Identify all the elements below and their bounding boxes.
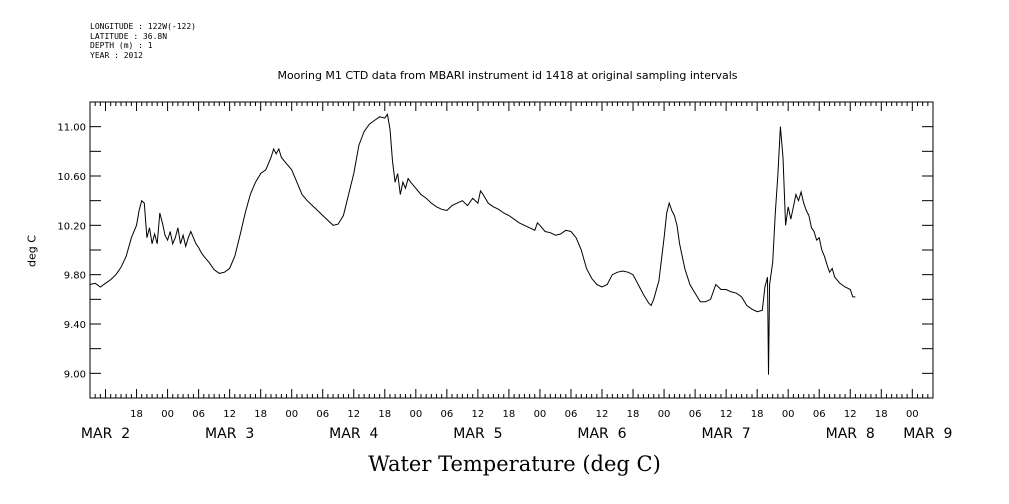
series-line-0 xyxy=(89,113,856,375)
y-tick-label: 11.00 xyxy=(57,123,86,134)
x-axis-label: Water Temperature (deg C) xyxy=(368,452,661,476)
x-hour-tick-label: 18 xyxy=(627,409,640,420)
chart-title: Mooring M1 CTD data from MBARI instrumen… xyxy=(277,69,738,82)
x-hour-tick-label: 12 xyxy=(844,409,857,420)
x-hour-tick-label: 18 xyxy=(751,409,764,420)
x-hour-tick-label: 00 xyxy=(658,409,671,420)
x-hour-tick-label: 00 xyxy=(409,409,422,420)
x-day-label: MAR 5 xyxy=(453,426,502,442)
x-hour-tick-label: 06 xyxy=(689,409,702,420)
y-tick-label: 10.20 xyxy=(57,221,86,232)
y-tick-label: 9.40 xyxy=(64,320,86,331)
x-hour-tick-label: 12 xyxy=(223,409,236,420)
year-label: YEAR : 2012 xyxy=(90,50,143,60)
x-hour-tick-label: 06 xyxy=(440,409,453,420)
x-hour-tick-label: 18 xyxy=(130,409,143,420)
x-day-label: MAR 3 xyxy=(205,426,254,442)
x-hour-tick-label: 12 xyxy=(347,409,360,420)
x-day-label: MAR 4 xyxy=(329,426,378,442)
x-hour-tick-label: 12 xyxy=(472,409,485,420)
depth-label: DEPTH (m) : 1 xyxy=(90,41,153,50)
x-hour-tick-label: 18 xyxy=(875,409,888,420)
x-hour-tick-label: 06 xyxy=(813,409,826,420)
x-hour-tick-label: 18 xyxy=(378,409,391,420)
x-hour-tick-label: 00 xyxy=(534,409,547,420)
x-day-label: MAR 2 xyxy=(81,426,130,442)
x-hour-tick-label: 06 xyxy=(192,409,205,420)
x-day-label: MAR 7 xyxy=(702,426,751,442)
x-hour-tick-label: 12 xyxy=(720,409,733,420)
y-tick-label: 9.00 xyxy=(64,369,86,380)
x-hour-tick-label: 18 xyxy=(503,409,516,420)
x-day-label: MAR 8 xyxy=(826,426,875,442)
longitude-label: LONGITUDE : 122W(-122) xyxy=(90,22,196,31)
y-tick-label: 9.80 xyxy=(64,271,86,282)
x-hour-tick-label: 00 xyxy=(161,409,174,420)
x-hour-tick-label: 06 xyxy=(316,409,329,420)
x-hour-tick-label: 12 xyxy=(596,409,609,420)
x-hour-tick-label: 00 xyxy=(906,409,919,420)
x-hour-tick-label: 00 xyxy=(782,409,795,420)
x-day-label: MAR 9 xyxy=(903,426,952,442)
x-day-label: MAR 6 xyxy=(577,426,626,442)
latitude-label: LATITUDE : 36.8N xyxy=(90,31,168,41)
plot-frame xyxy=(89,101,934,399)
x-hour-tick-label: 06 xyxy=(565,409,578,420)
x-hour-tick-label: 00 xyxy=(285,409,298,420)
y-tick-label: 10.60 xyxy=(57,172,86,183)
metadata-block: LONGITUDE : 122W(-122) LATITUDE : 36.8N … xyxy=(90,22,196,60)
y-axis-label: deg C xyxy=(25,235,39,267)
x-hour-tick-label: 18 xyxy=(254,409,267,420)
